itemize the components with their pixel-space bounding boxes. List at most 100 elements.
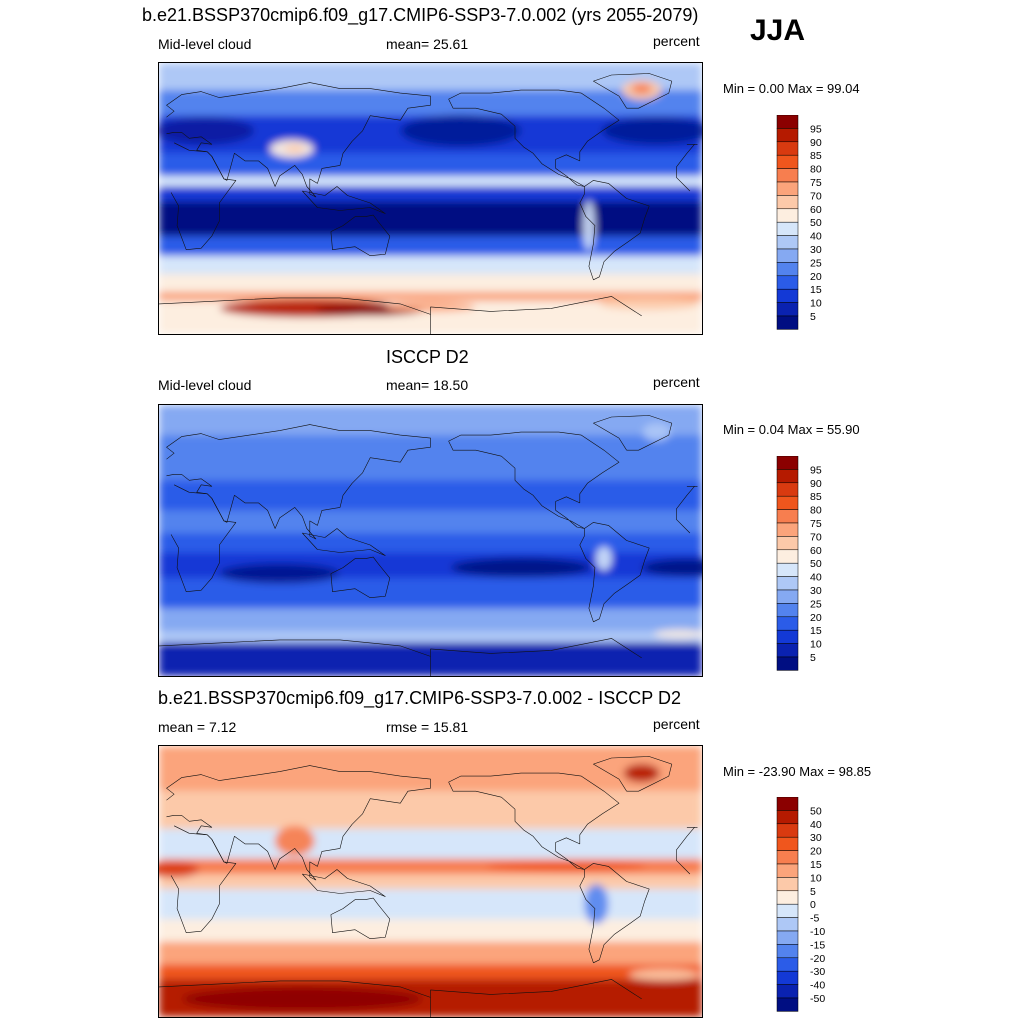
coastline xyxy=(593,73,673,109)
colorbar-box xyxy=(776,235,799,250)
colorbar-tick-label: 50 xyxy=(810,217,822,229)
coastline xyxy=(579,863,650,964)
colorbar-box xyxy=(776,455,799,470)
colorbar-box xyxy=(776,248,799,263)
colorbar-box xyxy=(776,997,799,1012)
coastline xyxy=(448,772,620,870)
panel3-mean-label: mean = 7.12 xyxy=(158,719,237,735)
colorbar-tick-label: 30 xyxy=(810,832,822,844)
colorbar-tick-label: 15 xyxy=(810,625,822,637)
colorbar-box xyxy=(776,482,799,497)
field-layer xyxy=(159,63,702,334)
field-layer xyxy=(159,746,702,1017)
field-layer xyxy=(159,405,702,676)
panel3-minmax: Min = -23.90 Max = 98.85 xyxy=(723,764,872,779)
colorbar-box xyxy=(776,877,799,892)
colorbar-box xyxy=(776,863,799,878)
coastline xyxy=(593,756,673,792)
coastline xyxy=(170,484,695,592)
panel1-colorbar: 95 90 85 80 75 70 60 50 40 30 25 20 15 10 5 xyxy=(776,114,836,335)
colorbar-box xyxy=(776,168,799,183)
colorbar-box xyxy=(776,810,799,825)
colorbar-tick-label: 30 xyxy=(810,244,822,256)
panel3-map-svg xyxy=(159,746,702,1017)
colorbar-box xyxy=(776,957,799,972)
coastline xyxy=(593,415,673,451)
colorbar-tick-label: 95 xyxy=(810,123,822,135)
colorbar-box xyxy=(776,656,799,671)
colorbar-tick-label: 20 xyxy=(810,612,822,624)
coastline xyxy=(330,897,391,939)
colorbar-tick-label: 25 xyxy=(810,598,822,610)
colorbar-tick-label: 5 xyxy=(810,652,816,664)
season-label: JJA xyxy=(750,14,806,47)
panel3-units: percent xyxy=(653,716,700,732)
colorbar-tick-label: 80 xyxy=(810,505,822,517)
panel1-title: b.e21.BSSP370cmip6.f09_g17.CMIP6-SSP3-7.… xyxy=(142,5,699,25)
colorbar-tick-label: 75 xyxy=(810,177,822,189)
panel3-rmse-label: rmse = 15.81 xyxy=(386,719,469,735)
colorbar-tick-label: -30 xyxy=(810,966,825,978)
coastline xyxy=(330,214,391,256)
colorbar-box xyxy=(776,890,799,905)
panel1-units: percent xyxy=(653,33,700,49)
panel1-map-svg xyxy=(159,63,702,334)
colorbar-tick-label: -15 xyxy=(810,939,825,951)
colorbar-box xyxy=(776,629,799,644)
panel2-left-label: Mid-level cloud xyxy=(158,377,252,393)
colorbar-box xyxy=(776,495,799,510)
colorbar-box xyxy=(776,930,799,945)
panel3-colorbar: 50 40 30 20 15 10 5 0 -5 -10 -15 -20 -30 -40 -50 xyxy=(776,796,836,1017)
colorbar-box xyxy=(776,562,799,577)
colorbar-tick-label: 40 xyxy=(810,819,822,831)
colorbar-box xyxy=(776,275,799,290)
colorbar-tick-label: 80 xyxy=(810,164,822,176)
colorbar-box xyxy=(776,154,799,169)
colorbar-box xyxy=(776,288,799,303)
colorbar-tick-label: 5 xyxy=(810,886,816,898)
coastline xyxy=(579,522,650,623)
colorbar-box xyxy=(776,195,799,210)
colorbar-tick-label: 40 xyxy=(810,572,822,584)
panel2-units: percent xyxy=(653,374,700,390)
panel1-left-label: Mid-level cloud xyxy=(158,36,252,52)
coastline xyxy=(448,89,620,187)
colorbar-tick-label: 90 xyxy=(810,478,822,490)
colorbar-tick-label: 95 xyxy=(810,464,822,476)
colorbar-tick-label: 0 xyxy=(810,899,816,911)
coastline xyxy=(170,825,695,933)
colorbar-tick-label: 70 xyxy=(810,190,822,202)
colorbar-box xyxy=(776,836,799,851)
panel3-map xyxy=(158,745,703,1018)
colorbar-box xyxy=(776,643,799,658)
colorbar-tick-label: 25 xyxy=(810,257,822,269)
colorbar-tick-label: 10 xyxy=(810,872,822,884)
colorbar-box xyxy=(776,114,799,129)
colorbar-box xyxy=(776,302,799,317)
colorbar-tick-label: 40 xyxy=(810,231,822,243)
colorbar-box xyxy=(776,208,799,223)
panel2-center-label: mean= 18.50 xyxy=(386,377,469,393)
colorbar-box xyxy=(776,141,799,156)
colorbar-box xyxy=(776,603,799,618)
colorbar-tick-label: -10 xyxy=(810,926,825,938)
coastline xyxy=(302,186,386,214)
colorbar-tick-label: 85 xyxy=(810,150,822,162)
coastline xyxy=(448,431,620,529)
colorbar-tick-label: -40 xyxy=(810,980,825,992)
colorbar-box xyxy=(776,616,799,631)
colorbar-box xyxy=(776,469,799,484)
colorbar-tick-label: 90 xyxy=(810,137,822,149)
colorbar-box xyxy=(776,128,799,143)
colorbar-tick-label: 20 xyxy=(810,846,822,858)
colorbar-box xyxy=(776,917,799,932)
coastline xyxy=(170,142,695,250)
colorbar-tick-label: 20 xyxy=(810,271,822,283)
panel2-map xyxy=(158,404,703,677)
colorbar-tick-label: 60 xyxy=(810,204,822,216)
colorbar-box xyxy=(776,262,799,277)
panel2-map-svg xyxy=(159,405,702,676)
panel3-title: b.e21.BSSP370cmip6.f09_g17.CMIP6-SSP3-7.… xyxy=(158,688,681,708)
